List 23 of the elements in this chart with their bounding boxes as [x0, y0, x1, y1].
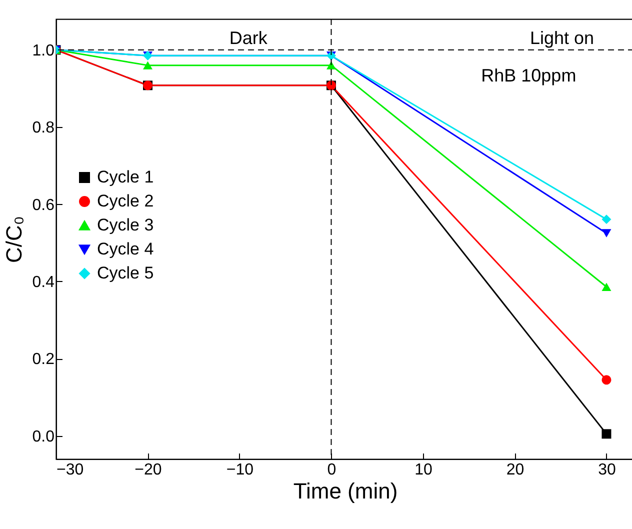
- y-tick-label: 1.0: [32, 42, 55, 60]
- y-tick-label: 0.4: [32, 274, 55, 291]
- legend-label: Cycle 3: [97, 216, 154, 234]
- y-axis-title: C/C₀: [1, 216, 26, 264]
- legend-label: Cycle 2: [97, 192, 154, 210]
- y-tick-label: 0.0: [32, 428, 55, 446]
- legend-label: Cycle 1: [97, 168, 154, 186]
- x-tick-label: 30: [598, 462, 616, 478]
- y-tick-label: 0.8: [32, 120, 55, 137]
- y-tick-label: 0.2: [32, 351, 55, 368]
- x-tick-label: −20: [134, 462, 162, 478]
- x-tick-label: 10: [414, 462, 432, 478]
- x-tick-label: 20: [506, 462, 524, 478]
- x-tick-label: 0: [327, 462, 336, 478]
- x-tick-label: −30: [56, 462, 84, 478]
- annotation: Light on: [530, 28, 594, 48]
- legend-label: Cycle 5: [97, 264, 154, 282]
- y-tick-label: 0.6: [32, 196, 55, 214]
- legend-label: Cycle 4: [97, 240, 154, 258]
- x-tick-label: −10: [226, 462, 254, 478]
- annotation: RhB 10ppm: [481, 65, 576, 86]
- annotation: Dark: [229, 28, 268, 48]
- x-axis-title: Time (min): [293, 478, 398, 504]
